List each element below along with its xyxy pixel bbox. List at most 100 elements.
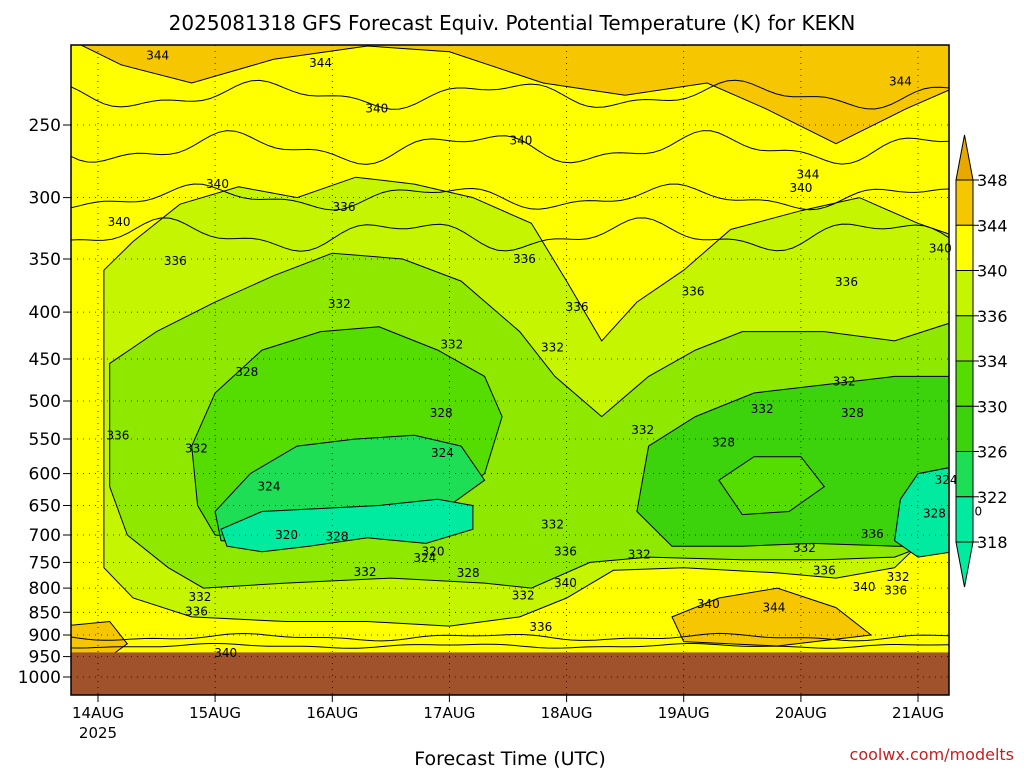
colorbar-segment bbox=[955, 405, 974, 453]
contour-label: 324 bbox=[413, 551, 436, 565]
colorbar: 348 344 340 336 334 330 326 322 318 bbox=[955, 134, 1008, 588]
theta-e-field bbox=[71, 45, 949, 695]
contour-label: 332 bbox=[631, 423, 654, 437]
colorbar-tick-label: 340 bbox=[977, 262, 1008, 281]
colorbar-segment bbox=[955, 179, 974, 226]
colorbar-segment bbox=[955, 315, 974, 362]
contour-line bbox=[71, 130, 949, 165]
contour-label: 336 bbox=[835, 275, 858, 289]
field-band-344 bbox=[79, 45, 949, 145]
field-band-lower-warm bbox=[671, 587, 873, 647]
y-tick-label: 650 bbox=[29, 497, 61, 517]
y-tick-label: 850 bbox=[29, 603, 61, 623]
contour-label: 336 bbox=[861, 527, 884, 541]
colorbar-tick-label: 344 bbox=[977, 216, 1008, 235]
contour-label: 328 bbox=[430, 406, 453, 420]
contour-label: 336 bbox=[333, 200, 356, 214]
contour-label: 336 bbox=[529, 620, 552, 634]
contour-label: 344 bbox=[889, 74, 912, 88]
colorbar-tick-label: 348 bbox=[977, 171, 1008, 190]
y-tick-label: 400 bbox=[29, 303, 61, 323]
contour-line bbox=[71, 217, 949, 252]
contour-label: 340 bbox=[108, 215, 131, 229]
contour-label: 332 bbox=[328, 297, 351, 311]
x-tick-year: 2025 bbox=[79, 724, 117, 742]
y-tick-label: 500 bbox=[29, 392, 61, 412]
contour-label: 324 bbox=[258, 480, 281, 494]
contour-label: 328 bbox=[326, 530, 349, 544]
contour-label: 336 bbox=[554, 545, 577, 559]
contour-label: 332 bbox=[751, 402, 774, 416]
contour-label: 332 bbox=[440, 338, 463, 352]
contour-label: 320 bbox=[422, 545, 445, 559]
contour-label: 336 bbox=[682, 285, 705, 299]
contour-label: 340 bbox=[697, 597, 720, 611]
contour-label: 336 bbox=[106, 428, 129, 442]
colorbar-segment bbox=[955, 224, 974, 272]
x-tick-label: 20AUG bbox=[775, 704, 827, 722]
colorbar-tick-label: 336 bbox=[977, 307, 1008, 326]
contour-label: 344 bbox=[762, 601, 785, 615]
colorbar-bottom-arrow bbox=[955, 541, 974, 588]
colorbar-tick-label: 322 bbox=[977, 488, 1008, 507]
contour-label: 340 bbox=[929, 242, 952, 256]
contour-label: 340 bbox=[509, 134, 532, 148]
colorbar-tick-label: 318 bbox=[977, 533, 1008, 552]
field-band-right-cell-core bbox=[718, 456, 826, 516]
x-axis: 14AUG 15AUG 16AUG 17AUG 18AUG 19AUG 20AUG 21AUG… bbox=[72, 695, 944, 742]
contour-line bbox=[71, 79, 949, 110]
contour-label: 320 bbox=[275, 528, 298, 542]
contour-label: 340 bbox=[206, 177, 229, 191]
colorbar-top-arrow bbox=[955, 134, 974, 181]
y-tick-label: 300 bbox=[29, 189, 61, 209]
contour-label: 332 bbox=[887, 570, 910, 584]
contour-label: 328 bbox=[923, 506, 946, 520]
y-tick-label: 900 bbox=[29, 626, 61, 646]
contour-label: 344 bbox=[309, 56, 332, 70]
x-tick-label: 14AUG bbox=[72, 704, 124, 722]
contour-label: 340 bbox=[365, 102, 388, 116]
contour-label: 336 bbox=[884, 584, 907, 598]
field-band-320 bbox=[220, 498, 474, 553]
contour-label: 340 bbox=[214, 646, 237, 660]
contour-label: 328 bbox=[235, 365, 258, 379]
contour-label: 324 bbox=[935, 473, 958, 487]
x-tick-label: 18AUG bbox=[541, 704, 593, 722]
contour-label: 324 bbox=[431, 446, 454, 460]
chart-title: 2025081318 GFS Forecast Equiv. Potential… bbox=[169, 11, 856, 35]
contour-label: 340 bbox=[853, 580, 876, 594]
y-tick-label: 250 bbox=[29, 116, 61, 136]
y-tick-label: 1000 bbox=[18, 668, 61, 688]
y-tick-label: 350 bbox=[29, 250, 61, 270]
contour-label: 332 bbox=[833, 374, 856, 388]
contour-label: 336 bbox=[566, 300, 589, 314]
y-tick-label: 950 bbox=[29, 648, 61, 668]
contour-label: 332 bbox=[512, 589, 535, 603]
colorbar-segment bbox=[955, 360, 974, 407]
colorbar-tick-label: 326 bbox=[977, 443, 1008, 462]
contour-label: 328 bbox=[712, 436, 735, 450]
contour-label: 332 bbox=[188, 590, 211, 604]
colorbar-tick-label: 334 bbox=[977, 352, 1008, 371]
contour-line bbox=[71, 643, 949, 649]
contour-label: 340 bbox=[789, 181, 812, 195]
contour-label: 336 bbox=[813, 563, 836, 577]
y-tick-label: 600 bbox=[29, 465, 61, 485]
contour-label: 332 bbox=[541, 518, 564, 532]
contour-label: 332 bbox=[354, 565, 377, 579]
colorbar-segment bbox=[955, 451, 974, 498]
contour-label: 336 bbox=[164, 254, 187, 268]
y-tick-label: 750 bbox=[29, 553, 61, 573]
y-axis: 250 300 350 400 450 500 550 600 650 700 750 800 850 9… bbox=[18, 116, 71, 688]
contour-label: 328 bbox=[457, 566, 480, 580]
colorbar-tick-label: 330 bbox=[977, 397, 1008, 416]
contour-label: 332 bbox=[541, 340, 564, 354]
contour-line bbox=[71, 183, 949, 211]
colorbar-segment bbox=[955, 270, 974, 317]
contour-label: 332 bbox=[628, 547, 651, 561]
credit-link[interactable]: coolwx.com/modelts bbox=[850, 745, 1014, 764]
plot-frame bbox=[70, 44, 950, 696]
contour-label: 344 bbox=[796, 167, 819, 181]
